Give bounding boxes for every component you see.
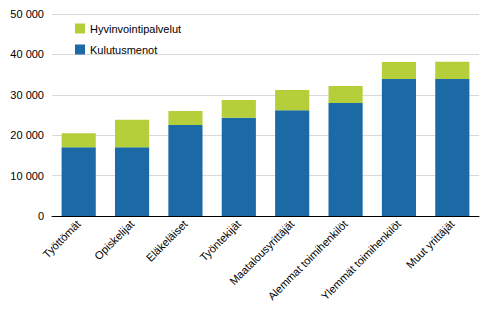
svg-text:10 000: 10 000 — [10, 170, 44, 182]
svg-text:Hyvinvointipalvelut: Hyvinvointipalvelut — [90, 23, 181, 35]
svg-text:30 000: 30 000 — [10, 89, 44, 101]
svg-text:Työntekijät: Työntekijät — [197, 218, 243, 264]
svg-text:50 000: 50 000 — [10, 8, 44, 20]
svg-text:Maatalousyrittäjät: Maatalousyrittäjät — [227, 217, 297, 288]
svg-text:0: 0 — [38, 210, 44, 222]
svg-text:Opiskelijat: Opiskelijat — [92, 218, 136, 262]
svg-text:20 000: 20 000 — [10, 129, 44, 141]
svg-text:Ylemmät toimihenkilöt: Ylemmät toimihenkilöt — [319, 218, 403, 302]
svg-text:Muut yrittäjät: Muut yrittäjät — [404, 218, 457, 271]
svg-text:40 000: 40 000 — [10, 48, 44, 60]
svg-text:Työttömät: Työttömät — [40, 218, 83, 261]
svg-text:Alemmat toimihenkilöt: Alemmat toimihenkilöt — [265, 217, 350, 303]
svg-text:Kulutusmenot: Kulutusmenot — [90, 44, 157, 56]
svg-text:Eläkeläiset: Eläkeläiset — [144, 218, 190, 264]
